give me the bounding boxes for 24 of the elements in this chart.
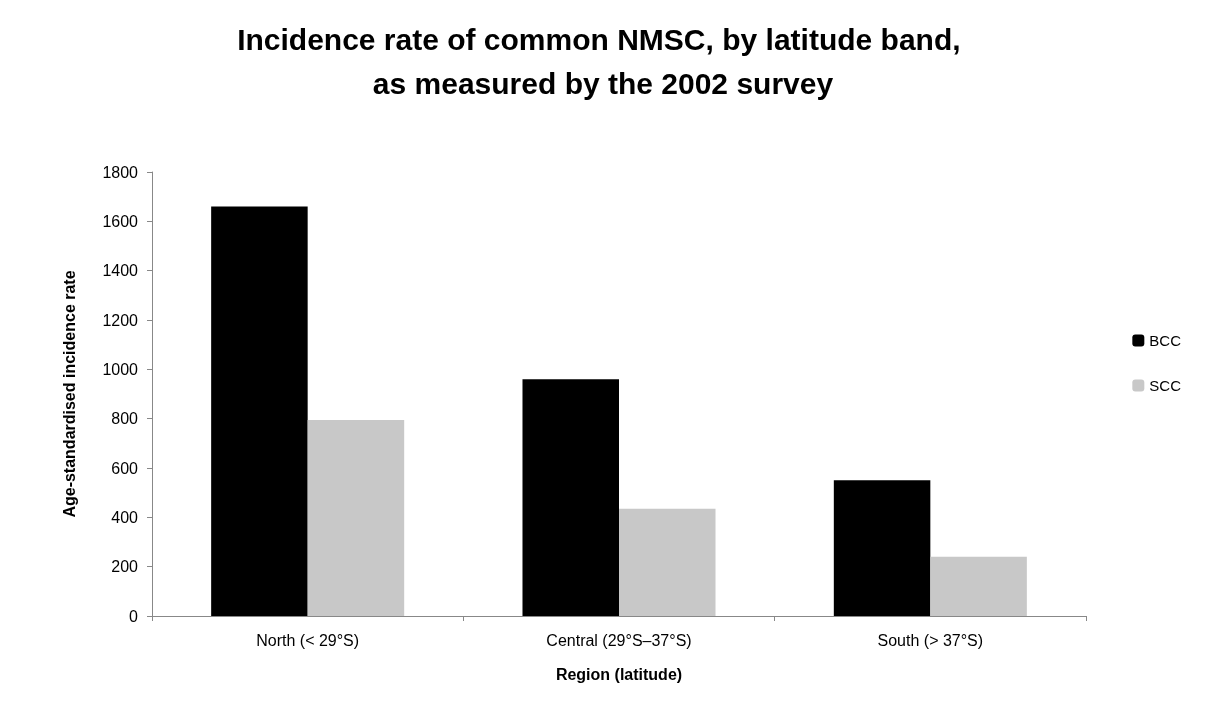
x-tick-label: North (< 29°S) — [256, 631, 360, 649]
y-tick-label: 1800 — [102, 163, 139, 181]
y-tick-label: 1600 — [102, 212, 139, 230]
bar — [930, 556, 1027, 616]
legend-label: SCC — [1149, 377, 1182, 394]
y-tick-label: 0 — [129, 607, 139, 625]
y-tick-label: 1200 — [102, 311, 139, 329]
chart-title: Incidence rate of common NMSC, by latitude band, as measured by the 2002 survey — [237, 22, 969, 100]
y-tick-label: 600 — [111, 459, 139, 477]
y-tick-label: 1400 — [102, 262, 139, 280]
bar — [833, 480, 931, 616]
bar — [522, 379, 619, 616]
y-tick-label: 200 — [111, 558, 139, 576]
y-tick-label: 800 — [111, 410, 139, 428]
x-axis-title: Region (latitude) — [555, 665, 683, 683]
x-tick-label: Central (29°S–37°S) — [546, 631, 692, 649]
bar — [307, 419, 405, 616]
x-tick-label: South (> 37°S) — [877, 631, 984, 649]
y-tick-label: 400 — [111, 508, 139, 526]
y-axis-title: Age-standardised incidence rate — [60, 270, 78, 518]
bar — [211, 206, 308, 616]
legend-label: BCC — [1149, 332, 1182, 349]
bar — [619, 508, 716, 616]
y-tick-label: 1000 — [102, 360, 139, 378]
